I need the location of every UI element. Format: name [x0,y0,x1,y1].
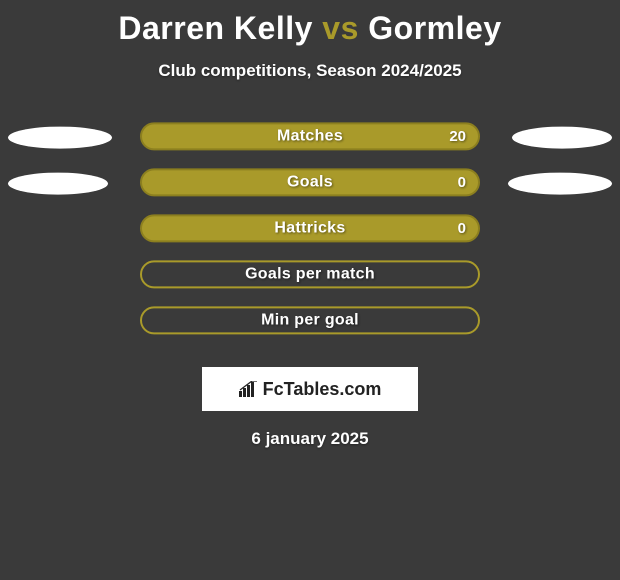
bar-row-gpm: Goals per match [0,257,620,303]
bar-label-mpg: Min per goal [261,311,359,329]
bar-value-hattricks: 0 [458,220,466,237]
logo-box: FcTables.com [202,367,418,411]
bar-mpg: Min per goal [140,306,480,334]
ellipse-right-goals [508,173,612,195]
bar-label-matches: Matches [277,127,343,145]
stats-card: Darren Kelly vs Gormley Club competition… [0,0,620,580]
bar-hattricks: Hattricks 0 [140,214,480,242]
bar-row-matches: Matches 20 [0,119,620,165]
chart-icon [239,381,259,397]
vs-text: vs [322,10,359,46]
ellipse-left-goals [8,173,108,195]
bar-label-goals: Goals [287,173,333,191]
player-2-name: Gormley [368,10,501,46]
logo-text: FcTables.com [239,379,382,400]
bar-label-gpm: Goals per match [245,265,375,283]
bar-matches: Matches 20 [140,122,480,150]
title: Darren Kelly vs Gormley [0,0,620,47]
bar-label-hattricks: Hattricks [274,219,345,237]
logo-fc: Fc [263,379,284,399]
bar-goals: Goals 0 [140,168,480,196]
ellipse-right-matches [512,127,612,149]
player-1-name: Darren Kelly [118,10,313,46]
logo-rest: Tables.com [284,379,382,399]
bars-area: Matches 20 Goals 0 Hattricks 0 Goals per… [0,119,620,349]
date-text: 6 january 2025 [0,429,620,449]
bar-row-mpg: Min per goal [0,303,620,349]
bar-value-goals: 0 [458,174,466,191]
bar-value-matches: 20 [449,128,466,145]
bar-row-hattricks: Hattricks 0 [0,211,620,257]
subtitle: Club competitions, Season 2024/2025 [0,61,620,81]
bar-gpm: Goals per match [140,260,480,288]
ellipse-left-matches [8,127,112,149]
bar-row-goals: Goals 0 [0,165,620,211]
